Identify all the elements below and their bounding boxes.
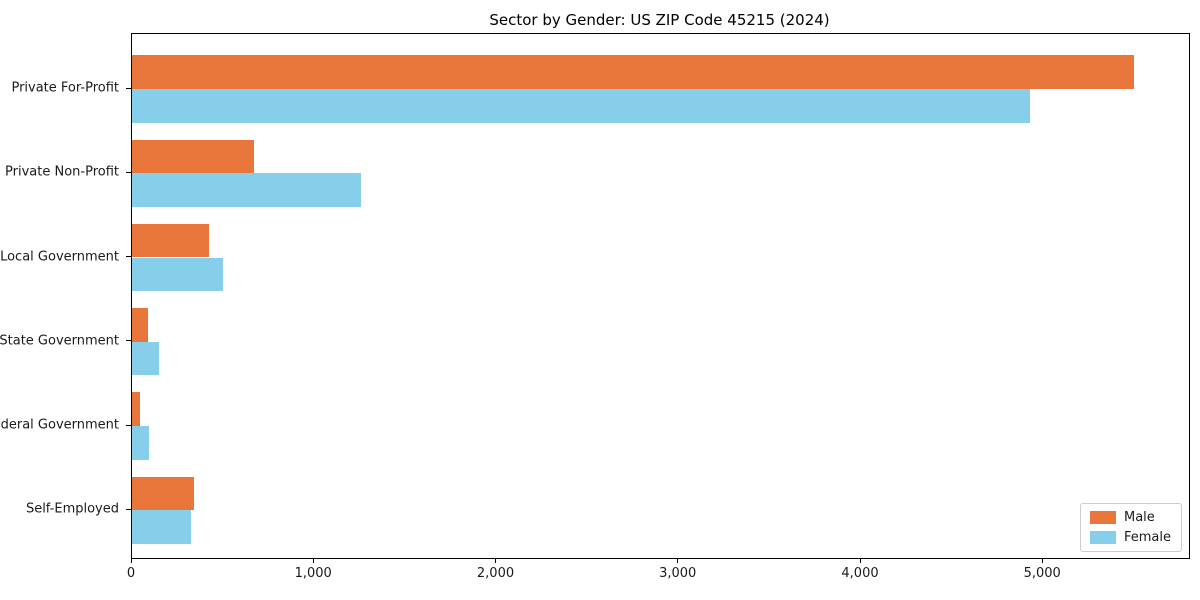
ytick-mark-private-non-profit	[126, 171, 131, 173]
bar-male-private-for-profit	[132, 55, 1135, 89]
xtick-mark-1000	[312, 558, 314, 563]
legend-row-female: Female	[1089, 530, 1171, 545]
legend-label-male: Male	[1123, 510, 1155, 525]
bar-male-federal-government	[132, 392, 141, 426]
bar-female-self-employed	[132, 510, 192, 544]
ytick-label-private-non-profit: Private Non-Profit	[5, 164, 119, 180]
plot-area: Male Female	[131, 33, 1190, 559]
bar-male-state-government	[132, 308, 149, 342]
ytick-label-federal-government: Federal Government	[0, 417, 119, 433]
ytick-label-private-for-profit: Private For-Profit	[11, 80, 119, 96]
xtick-label-4000: 4,000	[841, 566, 879, 581]
xtick-label-0: 0	[126, 566, 136, 581]
bar-female-federal-government	[132, 426, 150, 460]
xtick-mark-5000	[1041, 558, 1043, 563]
ytick-mark-local-government	[126, 256, 131, 257]
ytick-label-state-government: State Government	[0, 333, 119, 349]
chart-title: Sector by Gender: US ZIP Code 45215 (202…	[489, 11, 830, 29]
xtick-mark-3000	[677, 558, 679, 563]
ytick-mark-self-employed	[126, 508, 131, 510]
xtick-mark-0	[130, 558, 132, 563]
legend: Male Female	[1079, 503, 1182, 552]
y-axis: Private For-Profit Private Non-Profit Loca…	[0, 33, 131, 557]
bar-male-local-government	[132, 223, 209, 258]
ytick-label-self-employed: Self-Employed	[25, 501, 119, 517]
bar-female-state-government	[132, 341, 160, 376]
xtick-label-2000: 2,000	[476, 566, 515, 581]
bar-female-private-non-profit	[132, 173, 361, 207]
legend-label-female: Female	[1123, 530, 1171, 545]
x-axis: 0 1,000 2,000 3,000 4,000 5,000	[127, 558, 1188, 590]
legend-swatch-male	[1089, 511, 1116, 524]
xtick-mark-4000	[859, 558, 861, 563]
xtick-label-5000: 5,000	[1023, 566, 1061, 581]
bar-female-private-for-profit	[132, 89, 1031, 123]
bar-male-private-non-profit	[132, 139, 255, 174]
bar-male-self-employed	[132, 476, 194, 511]
ytick-mark-federal-government	[126, 424, 131, 426]
legend-swatch-female	[1089, 531, 1116, 544]
xtick-label-3000: 3,000	[659, 566, 697, 581]
legend-row-male: Male	[1089, 510, 1171, 525]
ytick-label-local-government: Local Government	[0, 249, 119, 264]
bars-layer	[132, 34, 1189, 558]
ytick-mark-state-government	[126, 340, 131, 342]
bar-female-local-government	[132, 257, 224, 292]
ytick-mark-private-for-profit	[126, 87, 131, 89]
xtick-mark-2000	[495, 558, 496, 563]
xtick-label-1000: 1,000	[294, 566, 332, 581]
